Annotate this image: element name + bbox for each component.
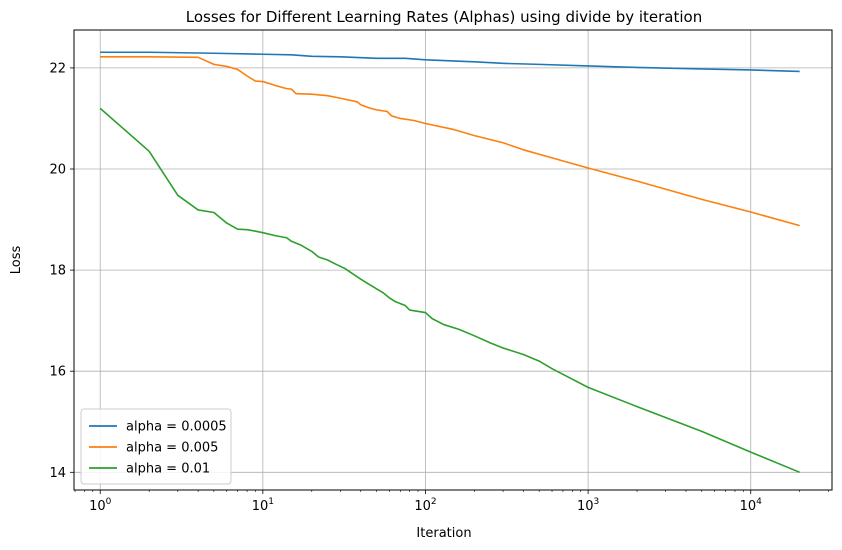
x-tick-label: 102 (414, 497, 436, 514)
x-tick-label: 104 (740, 497, 763, 514)
series-line-3 (99, 107, 800, 474)
legend: alpha = 0.0005 alpha = 0.005 alpha = 0.01 (80, 408, 232, 485)
chart-title: Losses for Different Learning Rates (Alp… (186, 8, 702, 26)
plot-area-frame (73, 29, 833, 491)
y-axis-label: Loss (9, 246, 24, 275)
x-tick-label: 103 (577, 497, 599, 514)
series-line-2 (100, 55, 800, 227)
legend-box (80, 408, 232, 485)
x-tick-label: 101 (252, 497, 274, 514)
y-tick-label: 20 (49, 163, 66, 178)
legend-label: alpha = 0.0005 (126, 420, 227, 435)
y-tick-label: 22 (49, 61, 66, 76)
x-tick-label: 100 (89, 497, 112, 514)
series-line-1 (100, 51, 800, 73)
y-tick-label: 14 (49, 466, 66, 481)
legend-label: alpha = 0.005 (126, 441, 218, 456)
legend-label: alpha = 0.01 (126, 462, 210, 477)
y-tick-label: 16 (49, 365, 66, 380)
y-tick-label: 18 (49, 264, 66, 279)
x-axis-label: Iteration (416, 526, 471, 541)
